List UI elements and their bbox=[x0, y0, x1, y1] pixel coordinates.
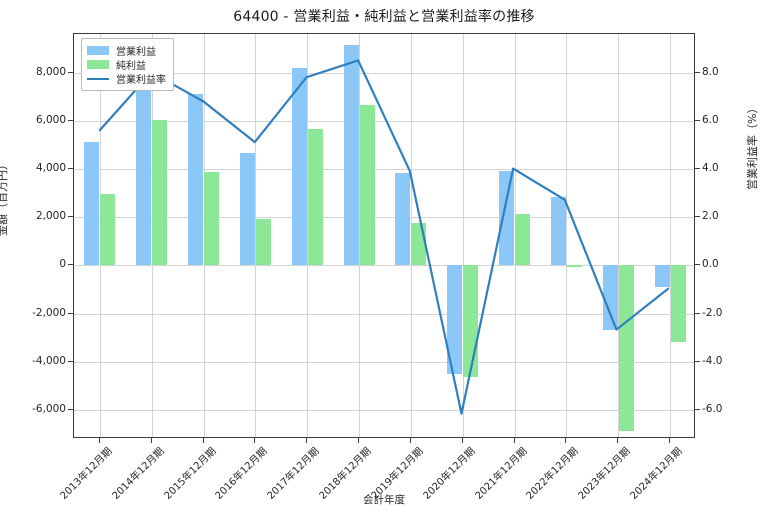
gridline-horizontal bbox=[74, 120, 694, 122]
legend-swatch-rate-icon bbox=[87, 77, 109, 80]
gridline-vertical bbox=[462, 34, 464, 437]
y-axis-left-tick-mark bbox=[68, 409, 73, 411]
x-axis-tick-mark bbox=[358, 438, 360, 443]
bar-net-profit bbox=[566, 265, 582, 267]
y-axis-left-tick-label: 2,000 bbox=[35, 210, 66, 223]
y-axis-left-tick-label: 0 bbox=[59, 258, 66, 271]
gridline-horizontal bbox=[74, 361, 694, 363]
y-axis-left-tick-label: -6,000 bbox=[32, 403, 66, 416]
x-axis-title: 会計年度 bbox=[363, 494, 405, 506]
bar-operating-profit bbox=[239, 152, 255, 266]
y-axis-right-tick-mark bbox=[695, 312, 700, 314]
y-axis-right-title: 営業利益率（%） bbox=[746, 102, 759, 190]
y-axis-right-tick-mark bbox=[695, 264, 700, 266]
bar-net-profit bbox=[618, 265, 634, 432]
y-axis-right-tick-label: 6.0 bbox=[702, 113, 719, 126]
x-axis-tick-mark bbox=[669, 438, 671, 443]
gridline-horizontal bbox=[74, 72, 694, 74]
gridline-vertical bbox=[618, 34, 620, 437]
rate-line bbox=[98, 59, 670, 415]
y-axis-left-tick-mark bbox=[68, 168, 73, 169]
bar-operating-profit bbox=[188, 94, 204, 266]
gridline-horizontal bbox=[74, 169, 694, 170]
y-axis-right-tick-label: -4.0 bbox=[702, 354, 723, 367]
legend-item-label: 営業利益率 bbox=[116, 75, 166, 86]
bar-net-profit bbox=[152, 119, 168, 266]
bar-operating-profit bbox=[654, 265, 670, 287]
y-axis-left-tick-mark bbox=[68, 119, 73, 121]
chart-title: 64400 - 営業利益・純利益と営業利益率の推移 bbox=[233, 9, 535, 25]
y-axis-left-tick-mark bbox=[68, 360, 73, 362]
bar-operating-profit bbox=[447, 265, 463, 374]
y-axis-left-tick-mark bbox=[68, 71, 73, 73]
y-axis-right-tick-mark bbox=[695, 119, 700, 121]
y-axis-left-tick-mark bbox=[68, 216, 73, 218]
bar-operating-profit bbox=[499, 171, 515, 266]
gridline-vertical bbox=[670, 34, 672, 437]
bar-net-profit bbox=[515, 214, 531, 266]
legend-item: 営業利益 bbox=[87, 44, 166, 58]
legend-item: 営業利益率 bbox=[87, 72, 166, 86]
x-axis-tick-mark bbox=[98, 438, 100, 443]
y-axis-right-tick-label: -2.0 bbox=[702, 306, 723, 319]
bar-net-profit bbox=[100, 193, 116, 266]
y-axis-left-tick-label: 6,000 bbox=[35, 113, 66, 126]
bar-net-profit bbox=[255, 219, 271, 266]
bar-operating-profit bbox=[343, 44, 359, 266]
y-axis-right-tick-label: 2.0 bbox=[702, 210, 719, 223]
plot-area bbox=[73, 33, 695, 438]
x-axis-tick-mark bbox=[202, 438, 204, 443]
bars-layer bbox=[74, 34, 694, 437]
y-axis-left-tick-label: 4,000 bbox=[35, 162, 66, 174]
bar-operating-profit bbox=[395, 173, 411, 266]
y-axis-right-tick-mark bbox=[695, 360, 700, 362]
bar-operating-profit bbox=[550, 196, 566, 266]
bar-operating-profit bbox=[84, 142, 100, 266]
bar-net-profit bbox=[359, 104, 375, 266]
y-axis-left-tick-label: 8,000 bbox=[35, 65, 66, 78]
bar-net-profit bbox=[307, 129, 323, 266]
legend-item: 純利益 bbox=[87, 58, 166, 72]
bar-operating-profit bbox=[602, 265, 618, 330]
y-axis-right-tick-mark bbox=[695, 409, 700, 411]
chart-legend: 営業利益純利益営業利益率 bbox=[81, 38, 174, 91]
y-axis-right-tick-label: 8.0 bbox=[702, 65, 719, 78]
y-axis-left-tick-mark bbox=[68, 264, 73, 266]
x-axis-tick-mark bbox=[306, 438, 308, 443]
x-axis-tick-mark bbox=[150, 438, 152, 443]
x-axis-tick-mark bbox=[409, 438, 411, 443]
gridline-vertical bbox=[566, 34, 568, 437]
gridline-horizontal bbox=[74, 265, 694, 267]
y-axis-right-tick-label: -6.0 bbox=[702, 403, 723, 416]
y-axis-left-tick-label: -4,000 bbox=[32, 354, 66, 367]
gridline-horizontal bbox=[74, 217, 694, 219]
y-axis-right-tick-mark bbox=[695, 216, 700, 218]
y-axis-left-tick-mark bbox=[68, 312, 73, 314]
x-axis-tick-mark bbox=[617, 438, 619, 443]
gridline-horizontal bbox=[74, 410, 694, 412]
bar-net-profit bbox=[670, 265, 686, 342]
legend-item-label: 営業利益 bbox=[116, 47, 156, 58]
y-axis-right-tick-mark bbox=[695, 168, 700, 169]
gridline-horizontal bbox=[74, 313, 694, 315]
y-axis-right-tick-label: 4.0 bbox=[702, 162, 719, 174]
x-axis-tick-mark bbox=[513, 438, 515, 443]
rate-line-layer bbox=[98, 59, 670, 415]
bar-operating-profit bbox=[291, 68, 307, 266]
legend-swatch-op-icon bbox=[87, 46, 109, 55]
legend-item-label: 純利益 bbox=[116, 61, 146, 72]
x-axis-tick-mark bbox=[565, 438, 567, 443]
x-axis-tick-mark bbox=[461, 438, 463, 443]
y-axis-right-tick-label: 0.0 bbox=[702, 258, 719, 271]
x-axis-tick-mark bbox=[254, 438, 256, 443]
y-axis-left-tick-label: -2,000 bbox=[32, 306, 66, 319]
bar-operating-profit bbox=[136, 69, 152, 266]
bar-net-profit bbox=[204, 172, 220, 266]
y-axis-right-tick-mark bbox=[695, 71, 700, 73]
legend-swatch-net-icon bbox=[87, 60, 109, 69]
